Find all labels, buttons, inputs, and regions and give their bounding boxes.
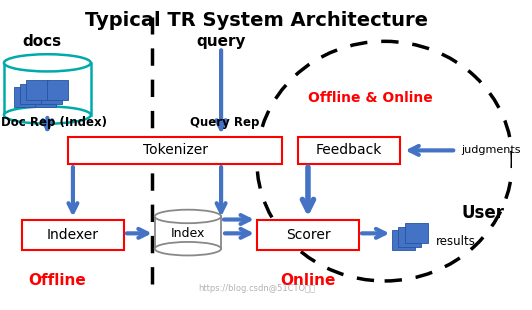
Text: https://blog.csdn@51CTO博客: https://blog.csdn@51CTO博客 bbox=[198, 284, 315, 293]
FancyBboxPatch shape bbox=[14, 87, 36, 107]
Text: Offline: Offline bbox=[29, 273, 87, 289]
Text: User: User bbox=[461, 204, 504, 222]
Text: Indexer: Indexer bbox=[47, 228, 99, 242]
FancyBboxPatch shape bbox=[404, 223, 428, 243]
FancyBboxPatch shape bbox=[257, 219, 359, 250]
Text: Scorer: Scorer bbox=[286, 228, 330, 242]
Polygon shape bbox=[155, 216, 221, 249]
FancyBboxPatch shape bbox=[47, 80, 68, 100]
FancyBboxPatch shape bbox=[27, 80, 48, 100]
Ellipse shape bbox=[4, 54, 91, 71]
Text: docs: docs bbox=[23, 34, 62, 49]
Text: Query Rep: Query Rep bbox=[190, 116, 260, 129]
Text: Typical TR System Architecture: Typical TR System Architecture bbox=[85, 11, 428, 30]
FancyBboxPatch shape bbox=[35, 87, 56, 107]
Text: results: results bbox=[436, 235, 476, 247]
Ellipse shape bbox=[155, 242, 221, 255]
FancyBboxPatch shape bbox=[398, 227, 421, 246]
Text: Tokenizer: Tokenizer bbox=[143, 144, 207, 157]
FancyBboxPatch shape bbox=[68, 137, 282, 164]
Text: Online: Online bbox=[280, 273, 336, 289]
Text: Doc Rep (Index): Doc Rep (Index) bbox=[2, 116, 107, 129]
Text: Feedback: Feedback bbox=[315, 144, 382, 157]
Ellipse shape bbox=[4, 106, 91, 124]
FancyBboxPatch shape bbox=[41, 84, 62, 104]
FancyBboxPatch shape bbox=[298, 137, 400, 164]
FancyBboxPatch shape bbox=[22, 219, 124, 250]
Polygon shape bbox=[4, 63, 91, 115]
Text: Index: Index bbox=[171, 227, 205, 240]
FancyBboxPatch shape bbox=[392, 230, 415, 250]
FancyBboxPatch shape bbox=[20, 84, 41, 104]
Text: judgments: judgments bbox=[461, 145, 521, 155]
Text: Offline & Online: Offline & Online bbox=[308, 91, 433, 105]
Ellipse shape bbox=[155, 210, 221, 223]
Text: query: query bbox=[196, 34, 246, 49]
